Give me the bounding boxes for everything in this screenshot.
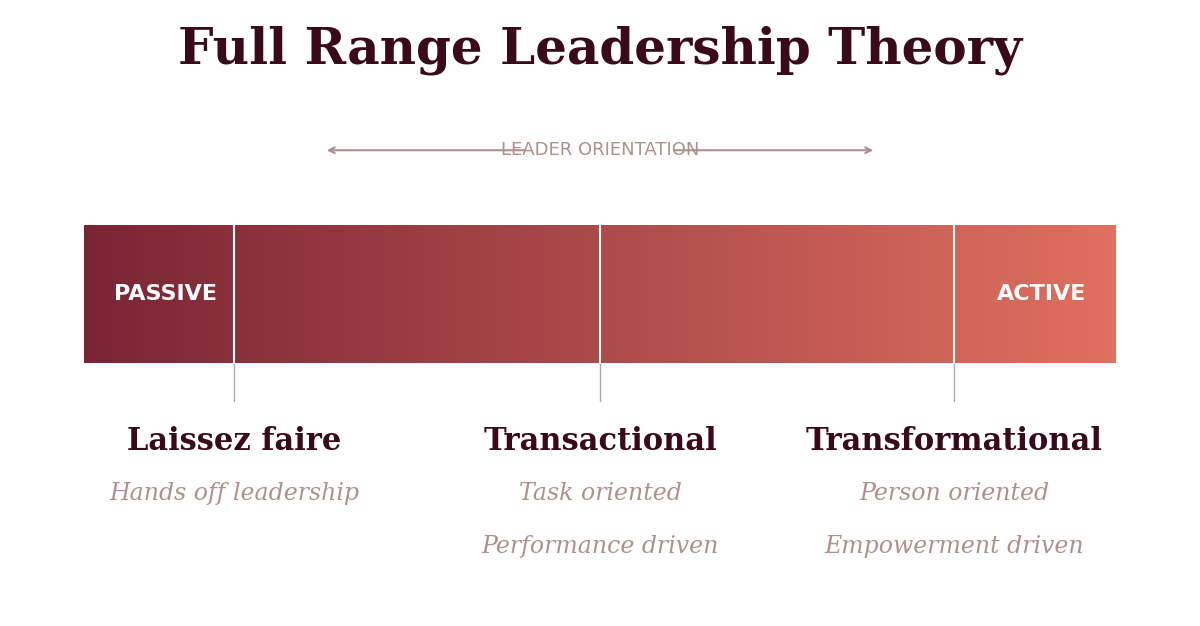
Text: Performance driven: Performance driven	[481, 535, 719, 558]
Text: LEADER ORIENTATION: LEADER ORIENTATION	[500, 141, 700, 159]
Text: Laissez faire: Laissez faire	[127, 426, 341, 457]
Text: Full Range Leadership Theory: Full Range Leadership Theory	[178, 25, 1022, 75]
Text: ACTIVE: ACTIVE	[997, 284, 1086, 304]
Text: Task oriented: Task oriented	[518, 482, 682, 505]
Text: PASSIVE: PASSIVE	[114, 284, 217, 304]
Text: Person oriented: Person oriented	[859, 482, 1049, 505]
Text: Transactional: Transactional	[484, 426, 716, 457]
Text: Empowerment driven: Empowerment driven	[824, 535, 1084, 558]
Text: Transformational: Transformational	[805, 426, 1103, 457]
Text: Hands off leadership: Hands off leadership	[109, 482, 359, 505]
